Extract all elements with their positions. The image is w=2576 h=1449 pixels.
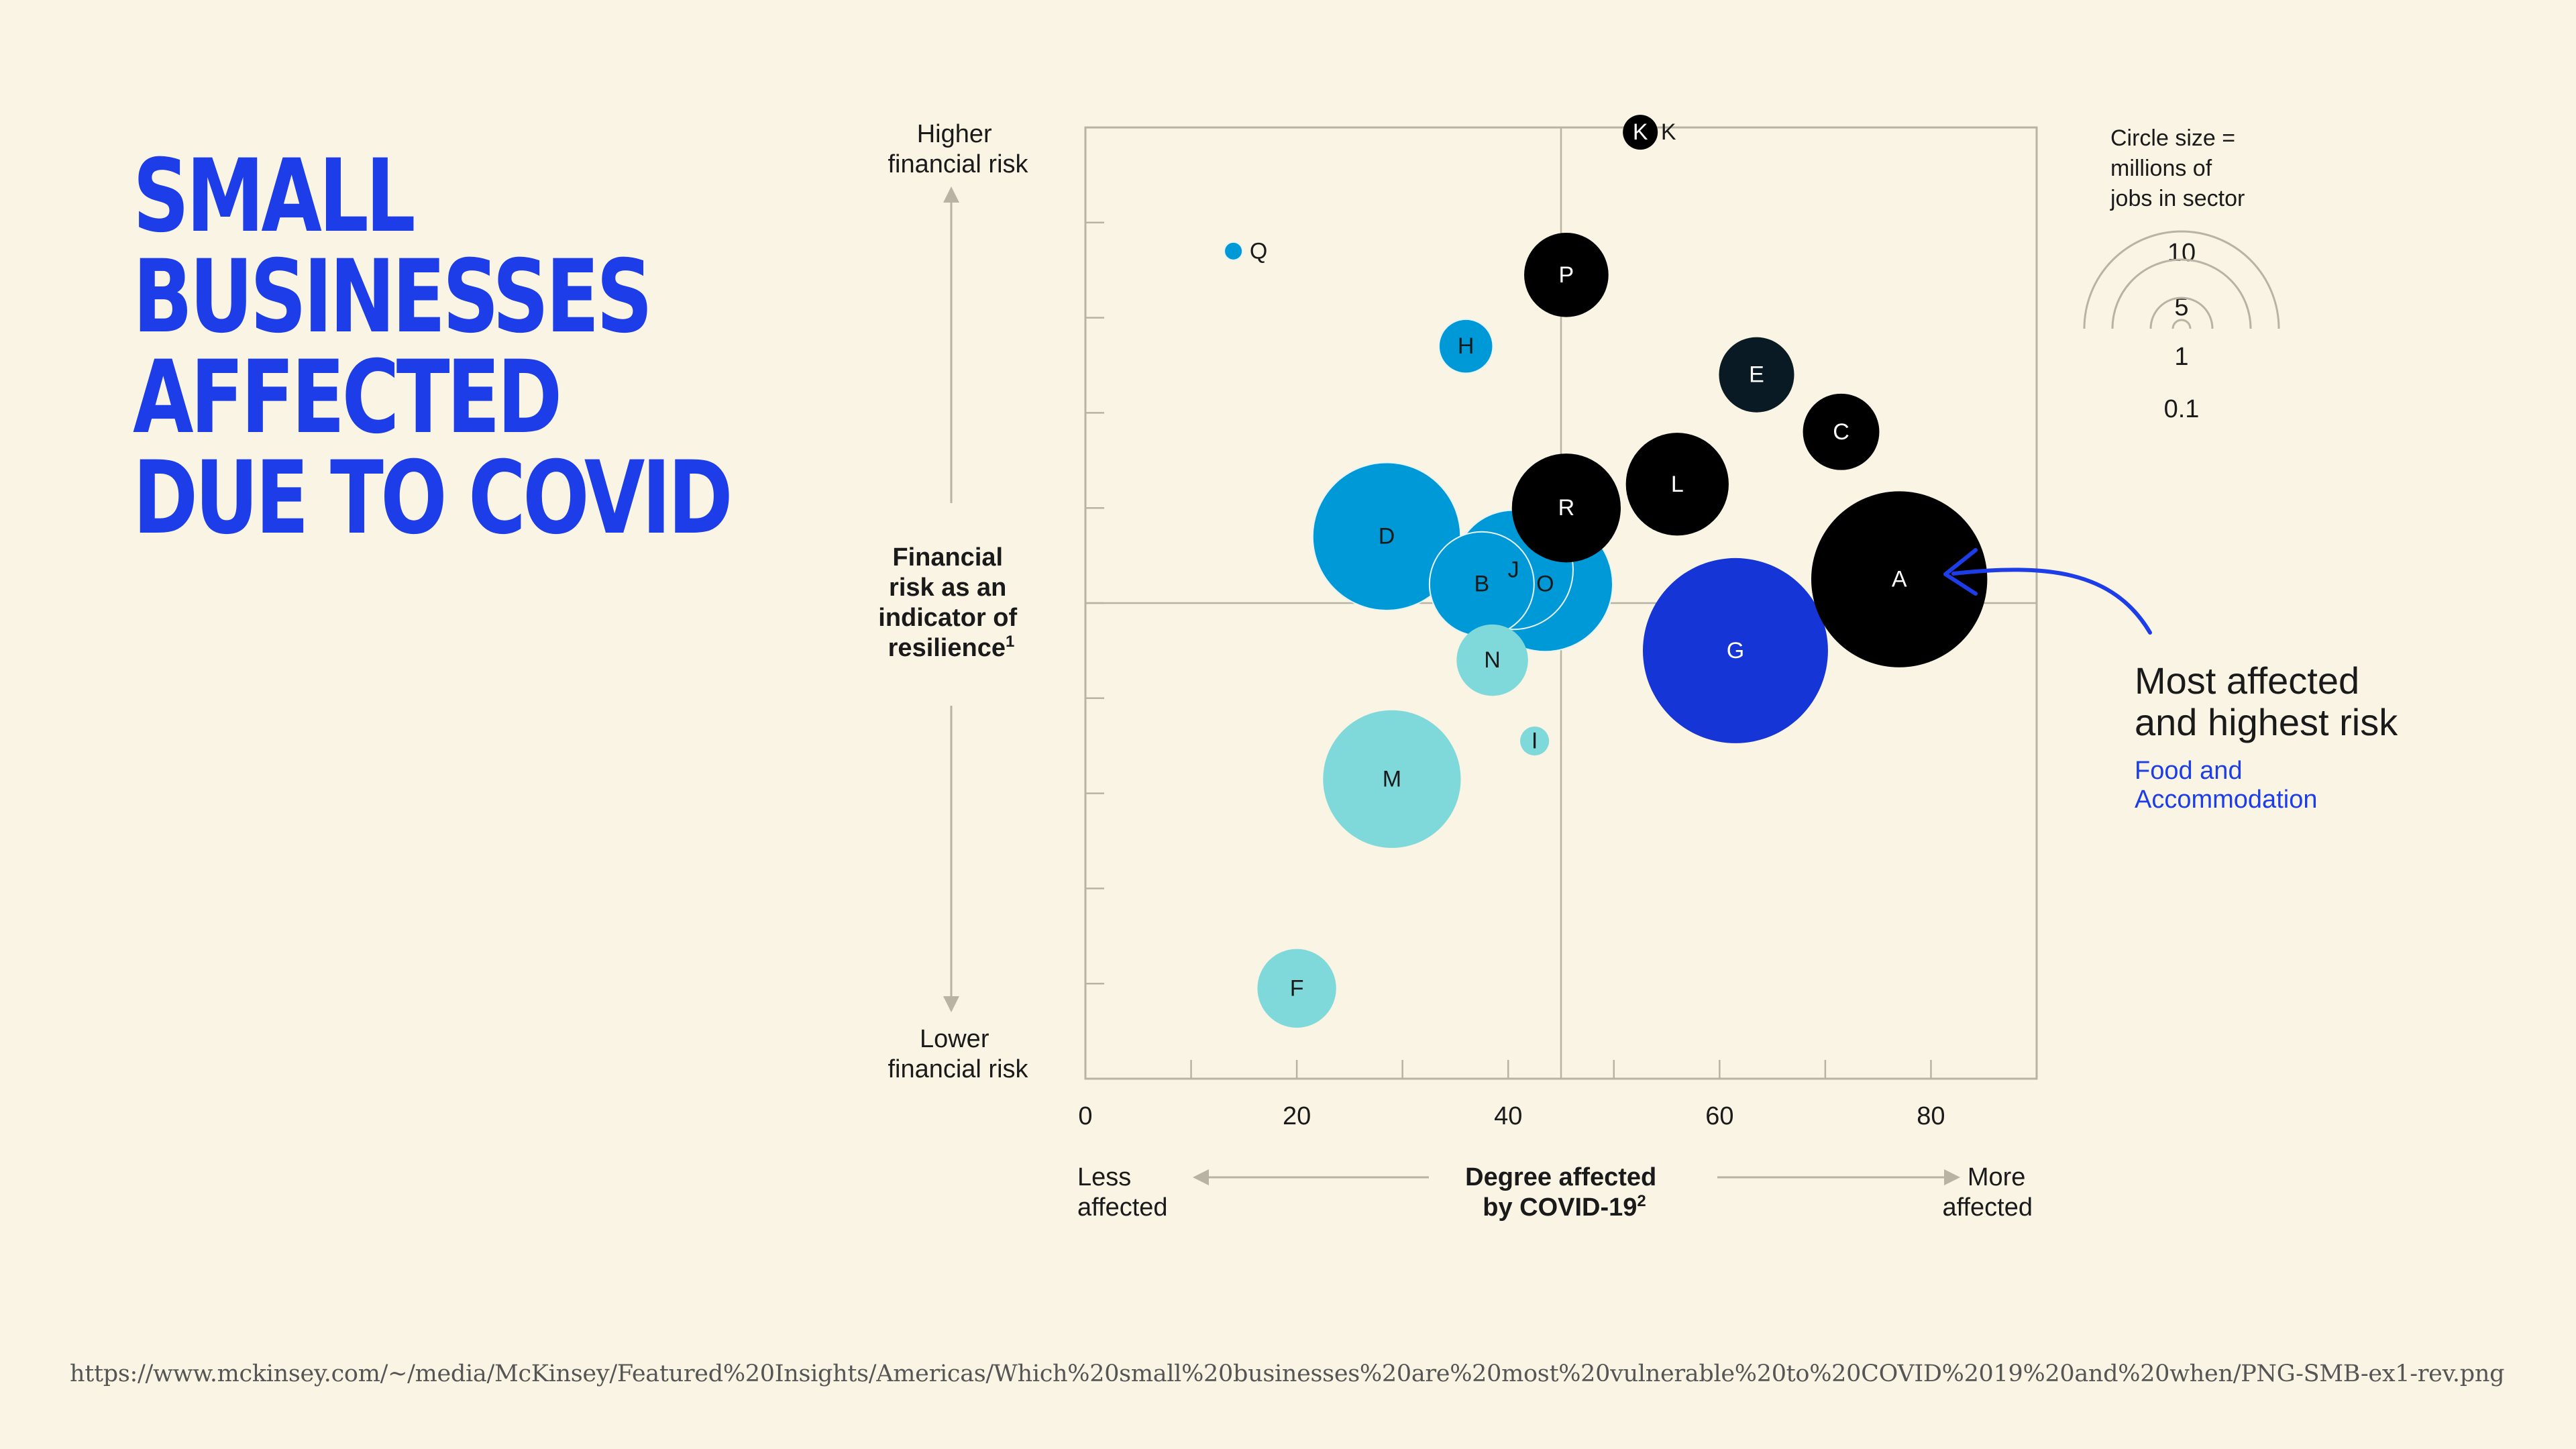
x-right-label-line-1: More (1968, 1163, 2026, 1191)
title-line-1: SMALL (133, 138, 416, 255)
x-left-label-line-2: affected (1077, 1193, 1168, 1222)
x-right-label-line-2: affected (1942, 1193, 2033, 1222)
bubble-label-c: C (1833, 419, 1849, 445)
y-axis-title: Financial risk as an indicator of resili… (878, 543, 1024, 662)
bubble-i (1520, 727, 1550, 756)
title-line-3: AFFECTED (133, 339, 562, 456)
bubble-label-d: D (1379, 524, 1395, 549)
bubble-label-a: A (1892, 567, 1907, 592)
bubble-q (1224, 241, 1244, 261)
y-bottom-label: Lower financial risk (888, 1025, 1028, 1083)
page-title: SMALL BUSINESSES AFFECTED DUE TO COVID (133, 138, 733, 549)
y-axis-title-line-4: resilience1 (888, 633, 1015, 662)
x-tick-label: 60 (1705, 1102, 1733, 1130)
x-axis-ticks: 0 20 40 60 80 (1078, 1060, 1945, 1130)
bubble-p (1524, 232, 1609, 317)
x-axis-title-footnote-marker: 2 (1637, 1192, 1646, 1210)
x-tick-label: 80 (1917, 1102, 1945, 1130)
size-legend-value-2: 1 (2174, 343, 2188, 371)
annotation-arrow (1951, 568, 2152, 635)
size-legend-value-0: 10 (2167, 239, 2196, 267)
bubble-label-e: E (1749, 362, 1764, 388)
bubble-label-r: R (1558, 495, 1575, 521)
y-bottom-label-line-2: financial risk (888, 1055, 1028, 1083)
x-axis-title-line-1: Degree affected (1465, 1163, 1656, 1191)
annotation-subtitle: Food and Accommodation (2135, 757, 2318, 814)
bubble-label-i: I (1532, 729, 1538, 754)
bubble-label-g: G (1727, 638, 1744, 663)
size-legend-ring-1 (2111, 258, 2252, 329)
size-legend-value-3: 0.1 (2164, 395, 2200, 423)
bubble-g (1642, 557, 1828, 743)
y-axis-title-line-1: Financial (892, 543, 1003, 572)
size-legend-ring-0 (2083, 230, 2280, 329)
bubble-a (1811, 491, 1988, 667)
bubble-label-n: N (1484, 647, 1501, 673)
bubble-label-h: H (1458, 333, 1474, 359)
annotation-arrow-head (1943, 548, 1978, 596)
bubble-l (1625, 433, 1729, 536)
bubble-f (1257, 949, 1336, 1028)
y-top-label-line-2: financial risk (888, 150, 1028, 178)
annotation-title: Most affected and highest risk (2135, 659, 2398, 743)
bubble-c (1803, 393, 1880, 470)
bubble-label-l: L (1671, 472, 1684, 497)
y-top-label: Higher financial risk (888, 120, 1028, 178)
bubble-label-j: J (1508, 557, 1519, 582)
size-legend-value-1: 5 (2174, 293, 2188, 321)
bubble-k-dot (1623, 115, 1658, 150)
x-right-label: More affected (1942, 1163, 2033, 1222)
size-legend-ring-3 (2171, 319, 2192, 329)
size-legend-title: Circle size = millions of jobs in sector (2110, 125, 2245, 211)
bubble-r (1511, 453, 1621, 563)
bubble-m (1323, 710, 1461, 848)
source-url: https://www.mckinsey.com/~/media/McKinse… (70, 1360, 2505, 1387)
bubble-h (1438, 318, 1494, 374)
x-axis-title: Degree affected by COVID-192 (1465, 1163, 1664, 1222)
bubble-label-k-dot: K (1633, 119, 1648, 145)
x-tick-label: 20 (1283, 1102, 1311, 1130)
bubbles: A G C E L R P K H Q D OJB N I M F K (1224, 115, 1988, 1028)
bubble-label-p: P (1559, 262, 1574, 288)
x-tick-label: 40 (1494, 1102, 1522, 1130)
size-legend: 10 5 1 0.1 (2083, 230, 2280, 423)
x-left-label-line-1: Less (1077, 1163, 1131, 1191)
y-axis-title-line-3: indicator of (878, 604, 1017, 632)
bubble-n (1456, 624, 1528, 696)
bubble-label-m: M (1383, 766, 1401, 792)
y-bottom-label-line-1: Lower (920, 1025, 989, 1053)
x-axis-title-line-2: by COVID-192 (1483, 1192, 1646, 1222)
bubble-e (1719, 337, 1794, 413)
bubble-label-f: F (1290, 975, 1304, 1001)
bubble-label-q: Q (1250, 238, 1267, 264)
bubble-label-b: B (1474, 572, 1489, 597)
y-axis-title-line-2: risk as an (889, 574, 1006, 602)
x-left-label: Less affected (1077, 1163, 1168, 1222)
bubble-label-k: K (1661, 119, 1676, 145)
x-tick-label: 0 (1078, 1102, 1092, 1130)
bubble-label-o: O (1536, 572, 1554, 597)
y-axis-title-footnote-marker: 1 (1006, 633, 1014, 651)
y-top-label-line-1: Higher (917, 120, 992, 148)
annotation: Most affected and highest risk Food and … (2135, 660, 2510, 814)
size-legend-ring-2 (2149, 297, 2214, 329)
